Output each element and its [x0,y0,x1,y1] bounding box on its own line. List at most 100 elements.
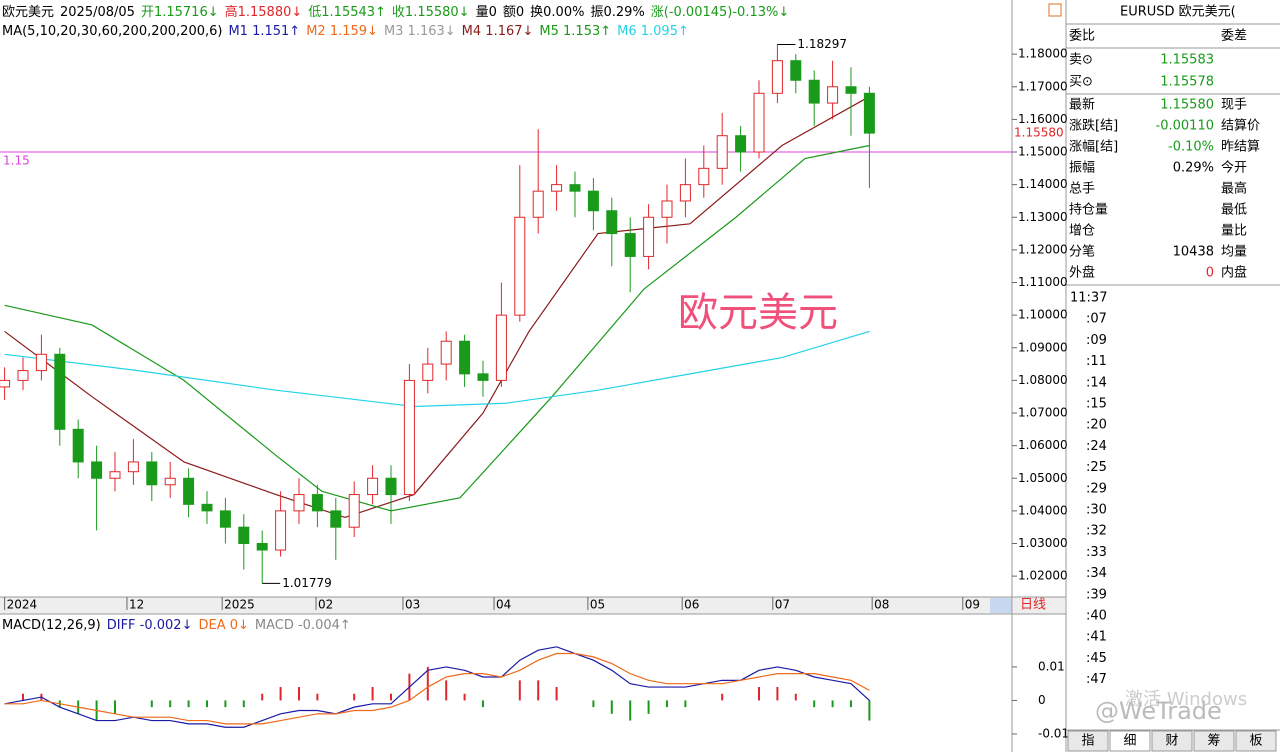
quote-label: 委比 [1069,29,1095,44]
quote-label: 现手 [1221,98,1247,113]
y-tick-label: -0.01 [1038,726,1069,740]
y-tick-label: 1.08000 [1018,373,1068,387]
info-item: 振0.29% [590,5,644,20]
quote-label: 最高 [1221,181,1247,197]
x-tick-label: 2025 [224,598,255,612]
candle-body [459,340,471,375]
y-tick-label: 0.01 [1038,659,1065,673]
tab[interactable] [1193,730,1235,752]
quote-value: 0.29% [1173,161,1214,176]
y-tick-label: 1.09000 [1018,340,1068,354]
candle-body [422,363,434,381]
info-item: 涨(-0.00145)-0.13%↓ [651,5,789,20]
candle-body [624,233,636,257]
y-tick-label: 1.16000 [1018,112,1068,126]
macd-label: DIFF -0.002↓ [107,618,193,633]
quote-value: 1.15580 [1160,98,1214,113]
quote-label: 卖⊙ [1069,53,1093,68]
candle-body [35,353,47,372]
x-tick-label: 07 [775,598,790,612]
candle-body [72,428,84,463]
y-tick-label: 1.05000 [1018,471,1068,485]
candle-body [293,494,305,512]
info-item: MA(5,10,20,30,60,200,200,200,6) [2,24,222,39]
quote-label: 均量 [1221,245,1247,260]
y-tick-label: 1.11000 [1018,275,1068,289]
quote-label: 最新 [1069,97,1095,113]
y-tick-label: 1.14000 [1018,177,1068,191]
quote-label: 振幅 [1069,161,1095,176]
scroll-box[interactable] [990,598,1012,613]
x-tick-label: 06 [684,598,699,612]
tab-label: 指 [1081,734,1094,749]
quote-label: 最低 [1221,203,1247,218]
x-tick-label: 02 [318,598,333,612]
info-row: 欧元美元 2025/08/05 开1.15716↓ 高1.15880↓ 低1.15543… [2,4,789,20]
tab-label: 筹 [1207,733,1220,749]
quote-value: -0.10% [1168,140,1214,155]
tab-label: 财 [1165,734,1178,749]
tick-time: :15 [1086,397,1107,412]
tab-label: 细 [1123,734,1136,749]
tick-time: :14 [1086,375,1107,390]
candle-body [808,79,820,104]
info-item: 欧元美元 [2,5,54,20]
ma-line [4,144,870,512]
ma-line [4,330,870,408]
candle-body [164,477,176,486]
candle-body [477,373,489,381]
macd-label: DEA 0↓ [198,618,248,633]
time-axis-band [0,597,1012,614]
x-tick-label: 09 [965,598,980,612]
candle-body [385,477,397,496]
info-item: M6 1.095↑ [617,24,689,39]
candle-body [275,510,287,551]
macd-line [4,652,870,725]
info-item: 收1.15580↓ [392,5,470,20]
y-tick-label: 1.18000 [1018,47,1068,61]
tab[interactable] [1151,730,1193,752]
info-item: 高1.15880↓ [225,4,303,20]
quote-value: -0.00110 [1156,119,1214,134]
quote-label: 总手 [1069,182,1095,197]
info-item: M3 1.163↓ [384,24,456,39]
annotation-label: 1.18297 [797,37,847,51]
tick-time: :34 [1086,566,1107,581]
candle-body [440,340,452,365]
quote-value: 0 [1206,266,1214,281]
candle-body [238,526,250,544]
quote-label: 持仓量 [1069,203,1108,218]
quote-label: 买⊙ [1069,75,1093,90]
candle-body [845,86,857,94]
info-item: M1 1.151↑ [228,24,300,39]
period-label[interactable]: 日线 [1020,598,1046,613]
tick-time: :30 [1086,503,1107,518]
candle-body [330,510,342,528]
tab[interactable] [1109,730,1151,752]
candle-body [716,135,728,169]
tick-time: :33 [1086,545,1107,560]
tick-time: :47 [1086,672,1107,687]
x-tick-label: 05 [590,598,605,612]
tab[interactable] [1067,730,1109,752]
quote-label: 涨跌[结] [1069,118,1118,134]
y-tick-label: 1.02000 [1018,569,1068,583]
tick-time: :41 [1086,630,1107,645]
candle-body [495,314,507,381]
panel-button[interactable] [1048,3,1062,17]
candle-body [348,494,360,528]
x-tick-label: 08 [874,598,889,612]
quote-label: 昨结算 [1221,140,1260,155]
info-row: MA(5,10,20,30,60,200,200,200,6) M1 1.151↑… [2,24,689,39]
quote-value: 1.15578 [1160,75,1214,90]
quote-value: 10438 [1173,245,1214,260]
candle-body [551,184,563,192]
info-item: 量0 [476,5,497,20]
candle-body [790,60,802,81]
candle-body [643,216,655,257]
tick-time: :40 [1086,609,1107,624]
watermark: @WeTrade [1095,697,1222,725]
quote-label: 今开 [1221,160,1247,176]
chart-title: 欧元美元 [678,290,838,336]
tab[interactable] [1235,730,1277,752]
